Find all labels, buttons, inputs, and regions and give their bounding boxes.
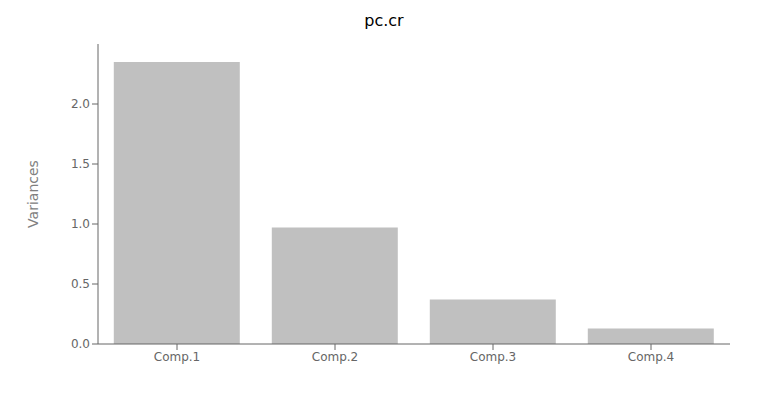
svg-text:Comp.3: Comp.3 <box>470 350 516 364</box>
svg-text:Variances: Variances <box>25 160 41 228</box>
svg-text:1.0: 1.0 <box>71 217 90 231</box>
svg-text:Comp.4: Comp.4 <box>628 350 674 364</box>
svg-text:1.5: 1.5 <box>71 157 90 171</box>
html-text:pc.cr: pc.cr <box>364 11 404 30</box>
svg-text:Comp.1: Comp.1 <box>154 350 200 364</box>
svg-text:0.0: 0.0 <box>71 337 90 351</box>
svg-text:Comp.2: Comp.2 <box>312 350 358 364</box>
svg-text:0.5: 0.5 <box>71 277 90 291</box>
svg-text:2.0: 2.0 <box>71 97 90 111</box>
